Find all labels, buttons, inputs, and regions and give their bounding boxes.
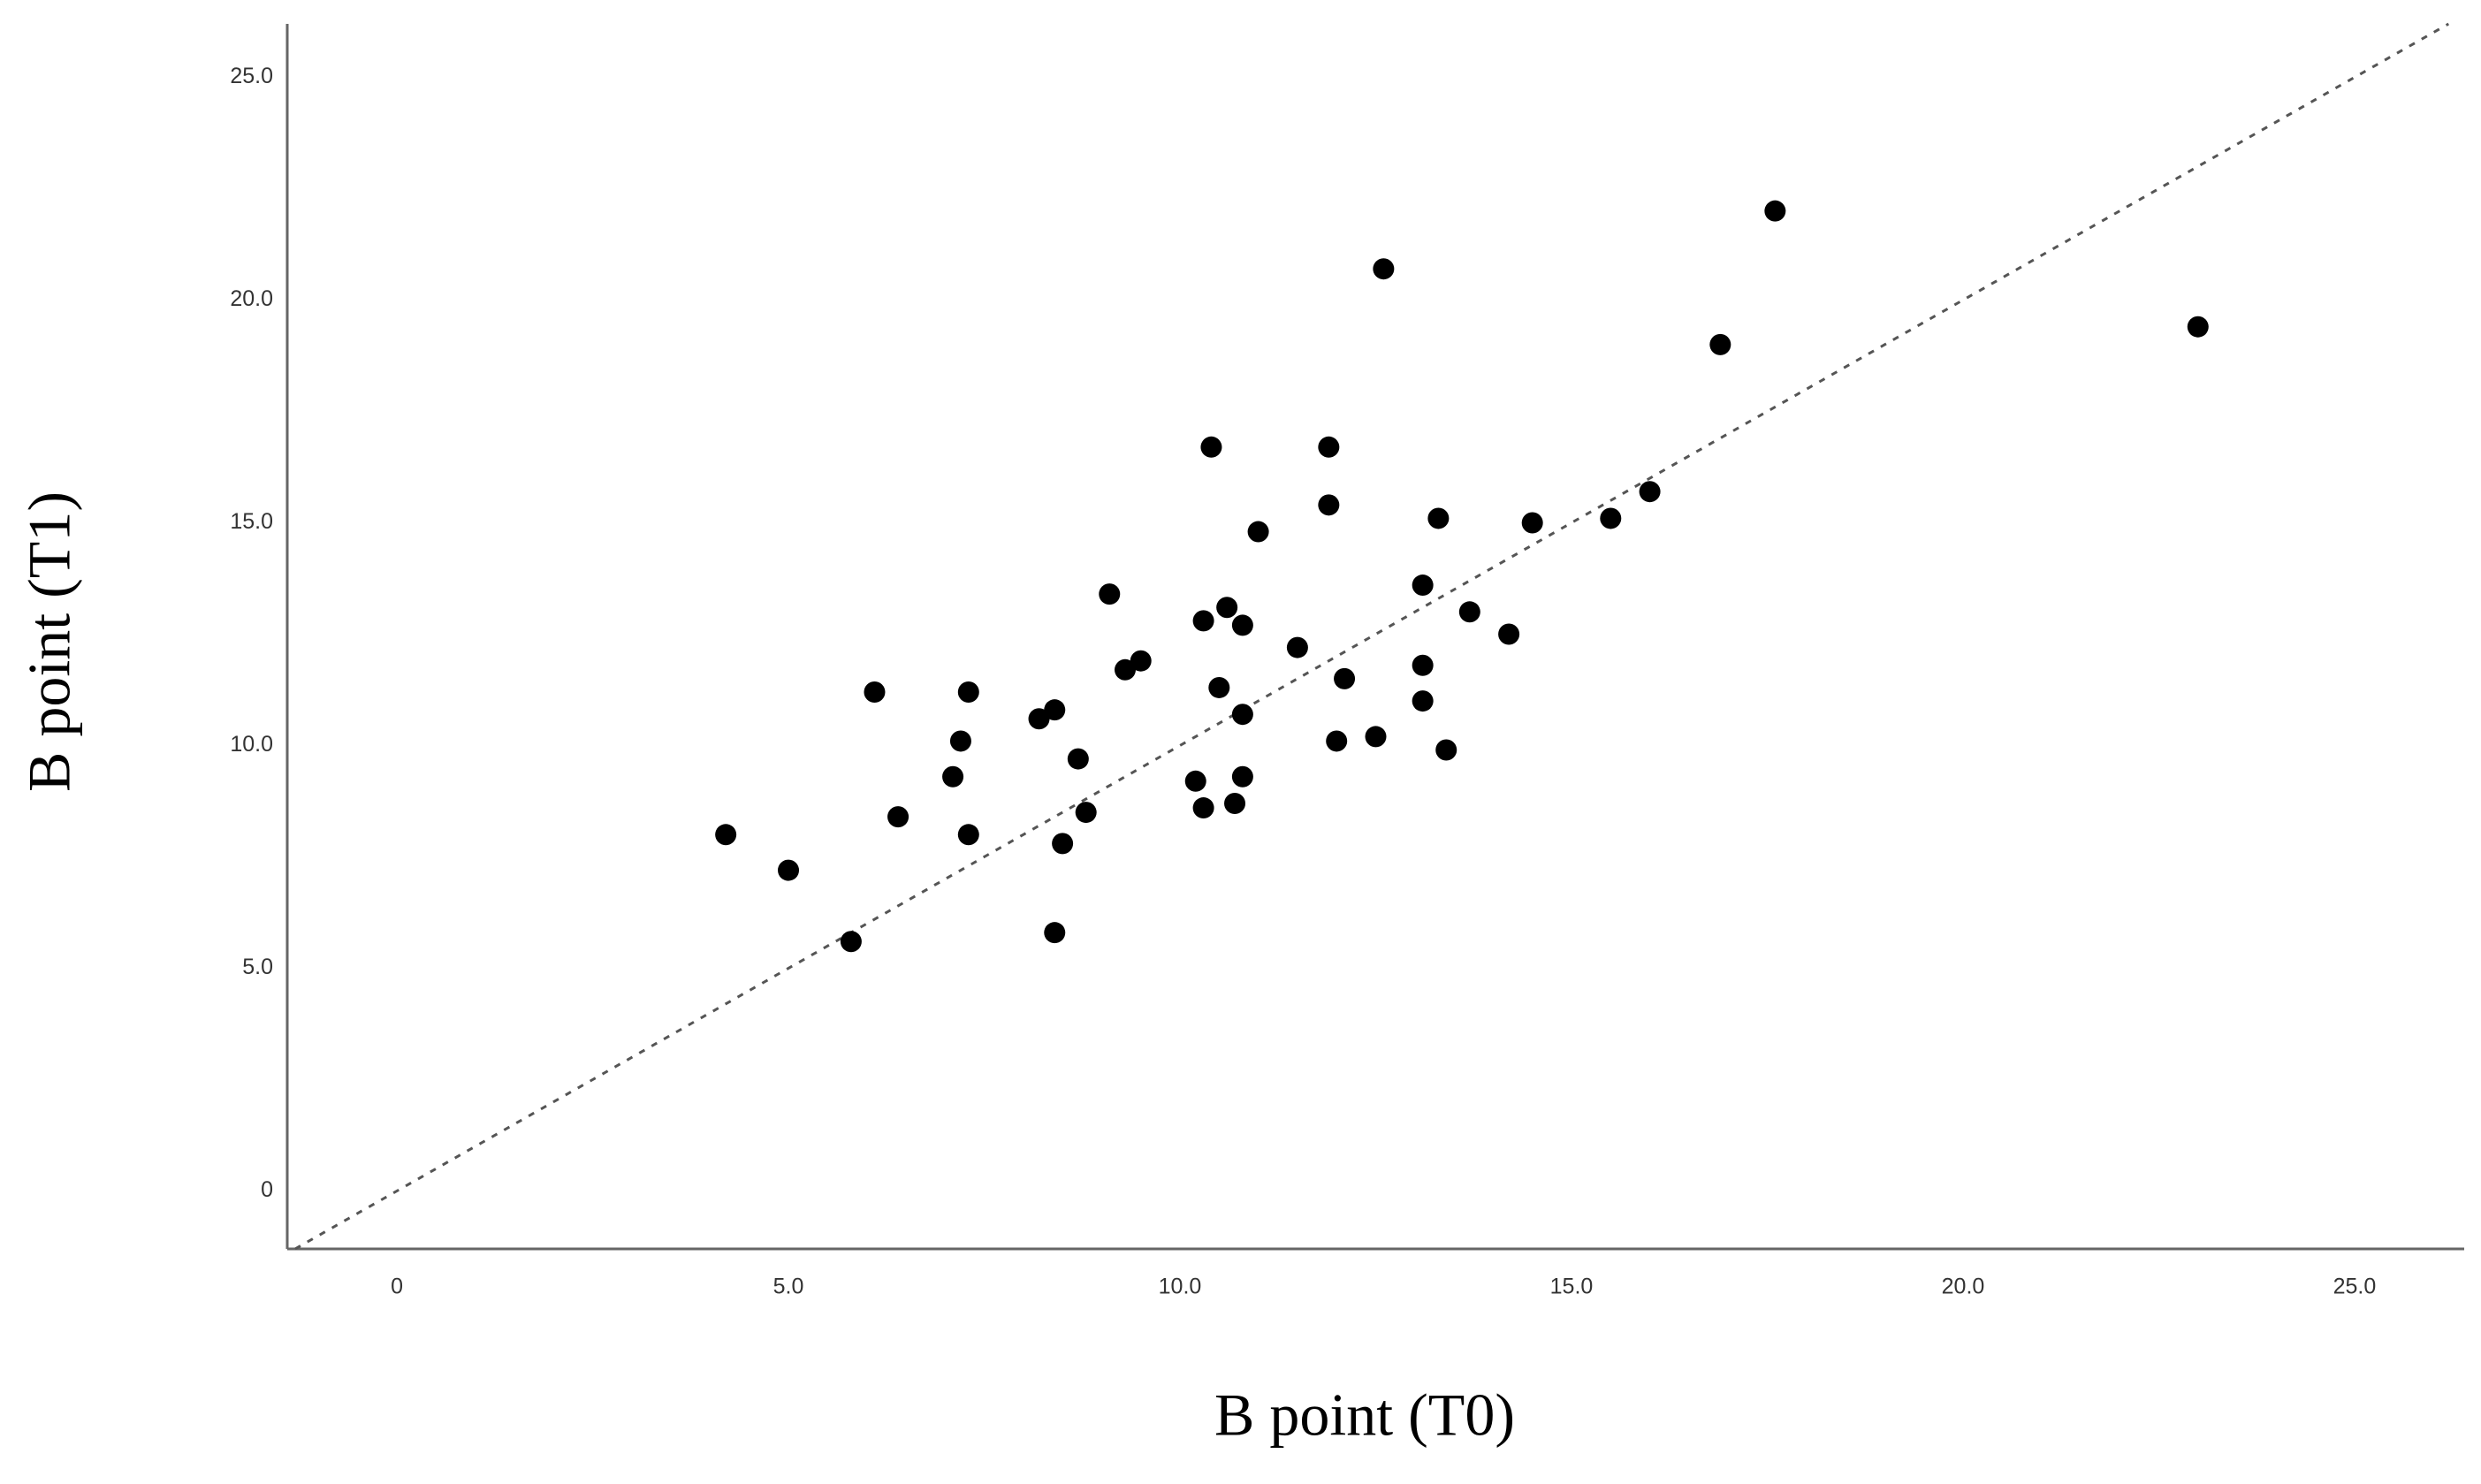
x-tick-label: 15.0 — [1550, 1275, 1594, 1299]
y-axis-title: B point (T1) — [16, 491, 83, 792]
point — [1044, 699, 1066, 721]
point — [1231, 704, 1253, 726]
point — [1764, 200, 1786, 222]
point — [1231, 765, 1253, 788]
point — [864, 681, 886, 703]
x-tick-label: 25.0 — [2333, 1275, 2377, 1299]
point — [1326, 730, 1348, 752]
point — [1052, 833, 1074, 855]
y-tick-label: 10.0 — [230, 732, 273, 757]
x-tick-label: 5.0 — [773, 1275, 804, 1299]
point — [840, 931, 862, 953]
y-tick-label: 20.0 — [230, 286, 273, 311]
point — [1200, 436, 1222, 458]
point — [1130, 650, 1152, 672]
point — [1318, 494, 1340, 516]
x-axis-title: B point (T0) — [1214, 1381, 1515, 1449]
point — [1334, 667, 1356, 689]
point — [1044, 922, 1066, 944]
point — [1427, 507, 1450, 529]
y-tick-label: 0 — [261, 1177, 273, 1202]
x-tick-label: 20.0 — [1942, 1275, 1985, 1299]
point — [942, 765, 964, 788]
point — [1114, 658, 1136, 681]
point — [1318, 436, 1340, 458]
point — [1247, 521, 1269, 543]
point — [1216, 597, 1238, 619]
point — [1458, 601, 1480, 623]
point — [1028, 708, 1050, 730]
point — [1075, 802, 1097, 824]
identity-line — [294, 22, 2450, 1251]
y-tick-label: 5.0 — [242, 955, 273, 979]
point — [1498, 623, 1520, 645]
x-tick-label: 10.0 — [1159, 1275, 1202, 1299]
point — [1412, 575, 1434, 597]
point — [1184, 770, 1206, 792]
point — [1521, 512, 1543, 534]
y-tick-label: 15.0 — [230, 509, 273, 534]
point — [1208, 676, 1230, 698]
point — [1600, 507, 1622, 529]
point — [2187, 316, 2209, 338]
point — [1709, 333, 1731, 355]
point — [1365, 726, 1387, 748]
point — [1231, 614, 1253, 636]
point — [957, 681, 979, 703]
point — [957, 824, 979, 846]
x-tick-label: 0 — [391, 1275, 403, 1299]
point — [1412, 654, 1434, 676]
point — [1099, 583, 1121, 605]
point — [1639, 481, 1661, 503]
point — [1435, 739, 1457, 761]
point — [715, 824, 737, 846]
y-tick-label: 25.0 — [230, 64, 273, 88]
point — [887, 806, 909, 828]
point — [778, 859, 800, 881]
point — [1373, 258, 1395, 280]
point — [1224, 793, 1246, 814]
point — [1286, 636, 1308, 658]
point — [1192, 610, 1214, 632]
point — [1192, 797, 1214, 819]
point — [1412, 690, 1434, 712]
point — [949, 730, 971, 752]
point — [1067, 748, 1089, 770]
